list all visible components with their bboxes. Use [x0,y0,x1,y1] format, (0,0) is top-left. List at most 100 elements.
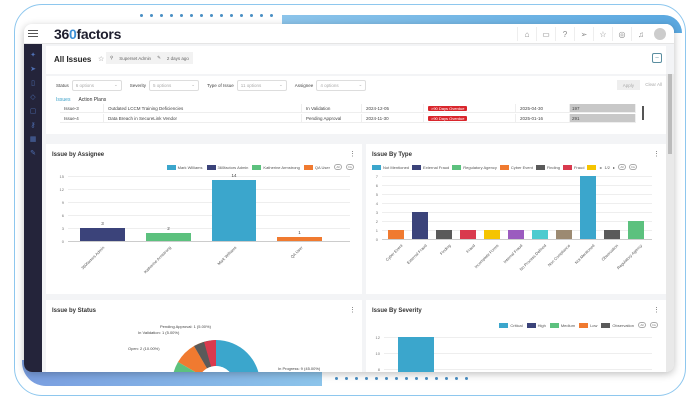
legend-pager: 1/2 [604,164,610,170]
legend-item[interactable]: QA User [303,164,330,170]
legend-item[interactable]: 360factors Admin [206,164,248,170]
more-options-icon[interactable]: ⋮ [653,151,660,158]
more-options-icon[interactable]: ⋮ [349,307,356,314]
more-options-icon[interactable]: ⋮ [653,307,660,314]
legend-item[interactable]: Medium [549,322,575,328]
chevron-down-icon: ⌄ [191,82,196,87]
table-row[interactable]: Issue-3 Outdated LCCM Training Deficienc… [60,104,636,113]
status-filter[interactable]: 6 options ⌄ [71,79,122,91]
bar-non-compliance[interactable] [556,230,572,239]
legend-item[interactable] [587,164,597,170]
legend-item[interactable]: High [526,322,546,328]
chart-legend: Mark Williams 360factors Admin Katherine… [166,164,354,170]
monitor-icon[interactable]: ▭ [536,27,555,41]
legend-item[interactable]: External Fraud [412,164,449,170]
legend-item[interactable]: Mark Williams [166,164,203,170]
table-scrollbar[interactable] [642,106,644,120]
chevron-down-icon: ⌄ [279,82,283,87]
top-bar: 360factors ⌂ ▭ ? ➢ ☆ ◎ ♫ [24,24,674,44]
chart-title: Issue by Assignee [52,152,105,158]
assignee-filter[interactable]: 4 options ⌄ [316,79,367,91]
bar-external-fraud[interactable] [412,212,428,239]
bar-critical[interactable] [398,337,434,372]
legend-item[interactable]: Cyber Event [499,164,533,170]
menu-icon[interactable] [28,30,38,39]
donut-chart[interactable] [146,324,296,372]
briefcase-icon[interactable]: ▢ [29,108,37,115]
legend-all-button[interactable]: All [334,164,342,170]
home-icon[interactable]: ⌂ [517,27,536,41]
clipboard-icon[interactable]: ▯ [31,80,35,87]
legend-item[interactable]: Regulatory Agency [452,164,497,170]
pen-icon[interactable]: ✎ [30,150,36,157]
chart-title: Issue By Type [372,152,412,158]
chart-legend: Critical High Medium Low Observation All… [499,322,658,328]
bar-fraud[interactable] [460,230,476,239]
type-filter[interactable]: 11 options ⌄ [236,79,287,91]
app-window: 360factors ⌂ ▭ ? ➢ ☆ ◎ ♫ ✦ ➤ ▯ ◇ ▢ ⚷ ▦ ✎… [24,24,674,372]
send-icon[interactable]: ➢ [574,27,593,41]
legend-prev-icon[interactable]: ◂ [599,164,602,170]
bar-regulatory-agency[interactable] [628,221,644,239]
table-row[interactable]: Issue-4 Data Breach in SecureLink Vendor… [60,114,636,123]
chart-card-status: Issue by Status ⋮ Pending Approval: 1 (5… [46,300,362,372]
chart-card-type: Issue By Type ⋮ Not Mentioned External F… [366,144,666,294]
page-scrollbar[interactable] [666,74,674,372]
bar-mark-williams[interactable] [212,180,256,241]
tab-issues[interactable]: Issues [56,97,71,103]
bar-finding[interactable] [436,230,452,239]
filter-label-severity: Severity [129,82,147,88]
clear-all-button[interactable]: Clear All [645,82,662,87]
favorite-star-icon[interactable]: ☆ [98,56,105,63]
bar-360factors-admin[interactable] [80,228,125,241]
legend-invert-button[interactable]: Inv [346,164,354,170]
legend-item[interactable]: Not Mentioned [372,164,409,170]
bar-cyber-event[interactable] [388,230,404,239]
bar-qa-user[interactable] [277,237,322,241]
globe-icon[interactable]: ◎ [612,27,631,41]
bar-not-mentioned[interactable] [580,176,596,239]
bar-no-process-defined[interactable] [532,230,548,239]
chart-legend: Not Mentioned External Fraud Regulatory … [372,164,638,170]
key-icon[interactable]: ⚷ [30,122,36,129]
grid-icon[interactable]: ▦ [29,136,37,143]
legend-item[interactable]: Critical [499,322,523,328]
bar-internal-fraud[interactable] [508,230,524,239]
pin-icon[interactable]: ✦ [30,52,36,59]
decorative-dots-bottom [335,377,468,380]
more-options-icon[interactable]: ⋮ [349,151,356,158]
avatar[interactable] [654,28,666,40]
modified-time: 2 days ago [166,55,189,61]
legend-invert-button[interactable]: Inv [629,164,638,170]
legend-item[interactable]: Low [579,322,597,328]
page-meta: ⚲ Superset Admin ✎ 2 days ago [106,52,193,64]
legend-item[interactable]: Katherine Armstrong [252,164,300,170]
decorative-dots-top [140,14,273,17]
top-icons: ⌂ ▭ ? ➢ ☆ ◎ ♫ [517,27,666,41]
user-icon: ⚲ [110,55,114,60]
logo[interactable]: 360factors [54,26,122,42]
apply-button[interactable]: Apply [616,80,640,90]
severity-filter[interactable]: 5 options ⌄ [149,79,200,91]
page-title: All Issues [54,55,92,64]
legend-all-button[interactable]: All [638,322,646,328]
legend-invert-button[interactable]: Inv [650,322,658,328]
page-header: All Issues ☆ ⚲ Superset Admin ✎ 2 days a… [46,46,666,74]
legend-next-icon[interactable]: ▸ [613,164,616,170]
bar-incomplete-forms[interactable] [484,230,500,239]
tabs: Issues Action Plans [46,94,666,106]
shield-icon[interactable]: ◇ [30,94,36,101]
legend-item[interactable]: Finding [535,164,560,170]
help-icon[interactable]: ? [555,27,574,41]
bar-katherine-armstrong[interactable] [146,233,191,241]
star-icon[interactable]: ☆ [593,27,612,41]
legend-item[interactable]: Observation [601,322,634,328]
tab-action-plans[interactable]: Action Plans [78,97,107,103]
bell-icon[interactable]: ♫ [631,27,650,41]
bar-observation[interactable] [604,230,620,239]
legend-all-button[interactable]: All [618,164,627,170]
send-icon[interactable]: ➤ [30,66,36,73]
collapse-button[interactable]: – [652,53,662,63]
scrollbar-thumb[interactable] [668,74,672,154]
legend-item[interactable]: Fraud [562,164,584,170]
